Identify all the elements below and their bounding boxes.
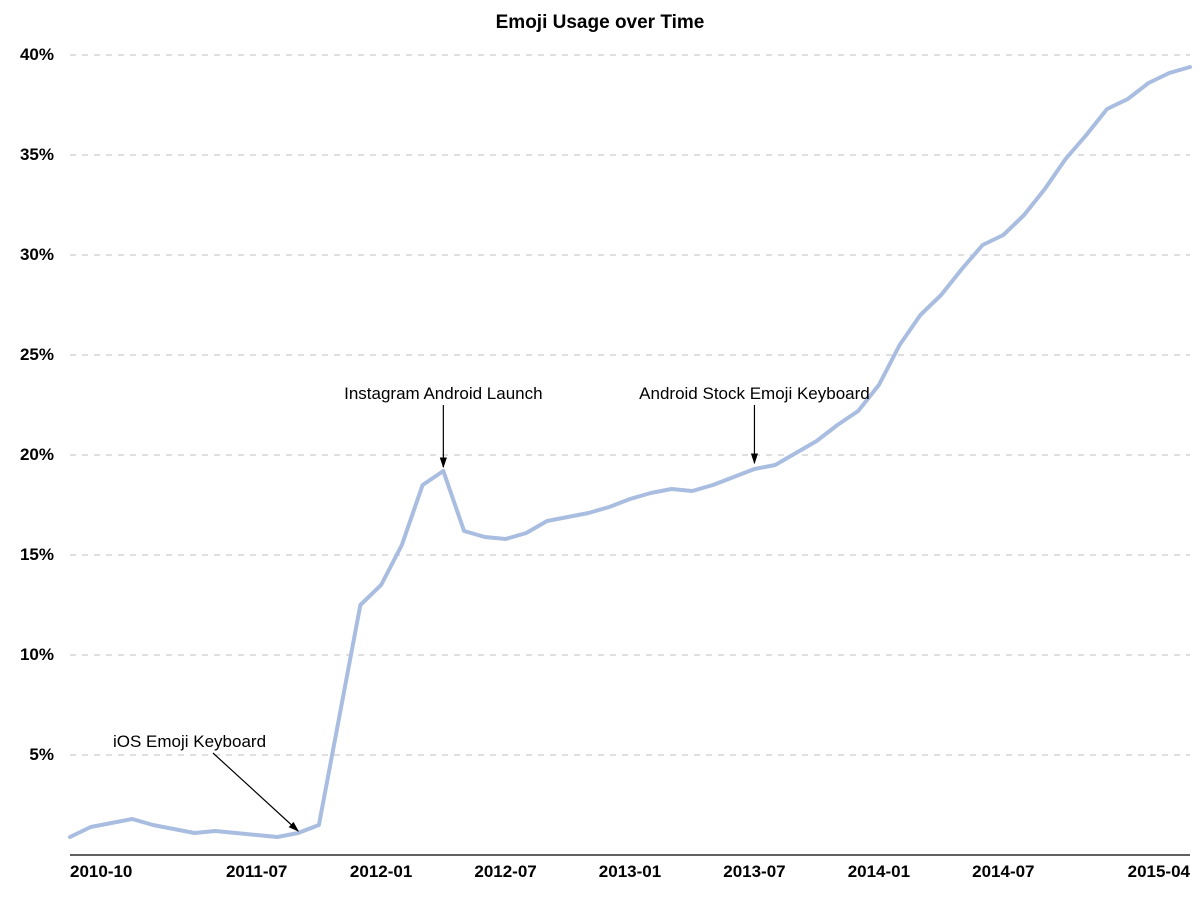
y-tick-label: 5%	[29, 745, 54, 764]
y-tick-label: 30%	[20, 245, 54, 264]
annotations: iOS Emoji Keyboard Instagram Android Laun…	[113, 384, 870, 831]
line-chart: Emoji Usage over Time 5% 10% 15% 20% 25% 30% 3…	[0, 0, 1200, 900]
y-tick-label: 15%	[20, 545, 54, 564]
y-axis: 5% 10% 15% 20% 25% 30% 35% 40%	[20, 45, 54, 764]
x-tick-label: 2010-10	[70, 862, 132, 881]
x-tick-label: 2011-07	[226, 862, 287, 881]
chart-title: Emoji Usage over Time	[496, 12, 705, 33]
y-tick-label: 25%	[20, 345, 54, 364]
annotation-arrow	[213, 753, 298, 831]
annotation-label: Instagram Android Launch	[344, 384, 542, 403]
y-tick-label: 20%	[20, 445, 54, 464]
x-tick-label: 2015-04	[1128, 862, 1191, 881]
x-tick-label: 2013-07	[723, 862, 785, 881]
gridlines	[70, 55, 1190, 755]
x-tick-label: 2014-01	[848, 862, 910, 881]
y-tick-label: 40%	[20, 45, 54, 64]
x-axis: 2010-10 2011-07 2012-01 2012-07 2013-01 2013-…	[70, 855, 1191, 881]
x-tick-label: 2012-07	[474, 862, 536, 881]
data-series	[70, 67, 1190, 837]
x-tick-label: 2013-01	[599, 862, 661, 881]
y-tick-label: 10%	[20, 645, 54, 664]
x-tick-label: 2014-07	[972, 862, 1034, 881]
y-tick-label: 35%	[20, 145, 54, 164]
x-tick-label: 2012-01	[350, 862, 412, 881]
annotation-label: Android Stock Emoji Keyboard	[639, 384, 870, 403]
annotation-label: iOS Emoji Keyboard	[113, 732, 266, 751]
